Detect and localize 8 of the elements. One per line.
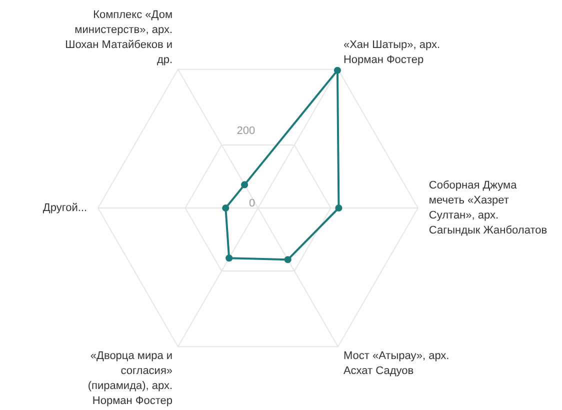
spoke-label: Мост «Атырау», арх. Асхат Садуов [343, 350, 450, 378]
spoke-label: Комплекс «Дом министерств», арх. Шохан Матайбеков и др. [65, 8, 173, 66]
y-tick-label: 200 [236, 124, 256, 137]
spoke-label: «Хан Шатыр», арх. Норман Фостер [343, 38, 440, 66]
spoke-label: Соборная Джума мечеть «Хазрет Султан», арх. Сагындык Жанболатов [428, 180, 548, 236]
spoke-label: Другой... [42, 202, 88, 214]
spoke-label: «Дворца мира и согласия» (пирамида), арх. Норман Фостер [88, 350, 173, 408]
y-tick-label: 0 [248, 198, 256, 210]
